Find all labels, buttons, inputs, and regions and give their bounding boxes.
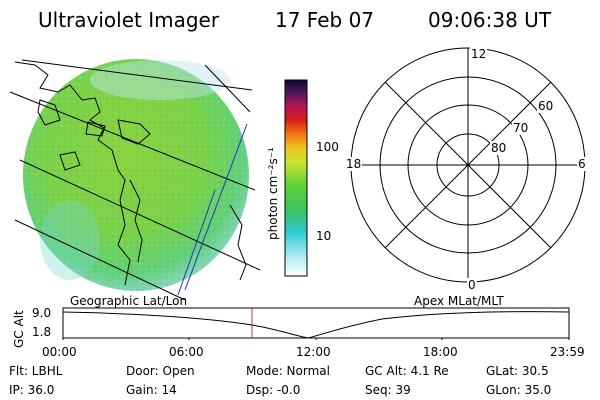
timeline-ylabel: GC Alt bbox=[12, 310, 26, 348]
app-title: Ultraviolet Imager bbox=[38, 8, 220, 32]
altitude-timeline bbox=[62, 307, 570, 340]
timeline-left-label: Geographic Lat/Lon bbox=[70, 294, 188, 308]
time-label: 09:06:38 UT bbox=[428, 8, 552, 32]
status-glat: GLat: 30.5 bbox=[486, 364, 549, 378]
uv-image-disk bbox=[23, 59, 249, 291]
uv-image-panel bbox=[9, 59, 261, 300]
status-gc-alt: GC Alt: 4.1 Re bbox=[365, 364, 449, 378]
magnetic-grid bbox=[177, 123, 248, 296]
timeline-right-label: Apex MLat/MLT bbox=[414, 294, 504, 308]
lat-label-70: 70 bbox=[512, 121, 530, 135]
status-dsp: Dsp: -0.0 bbox=[246, 383, 301, 397]
coastlines bbox=[14, 61, 247, 286]
timeline-xtick-2359: 23:59 bbox=[550, 345, 585, 359]
timeline-xtick-1800: 18:00 bbox=[423, 345, 458, 359]
lat-label-60: 60 bbox=[537, 99, 555, 113]
timeline-ytick-9: 9.0 bbox=[32, 306, 52, 320]
mlt-label-12: 12 bbox=[470, 47, 488, 61]
mlt-label-6: 6 bbox=[577, 157, 587, 171]
status-door: Door: Open bbox=[126, 364, 195, 378]
mlt-label-18: 18 bbox=[345, 157, 363, 171]
geographic-grid bbox=[9, 59, 261, 300]
colorbar-tick-10: 10 bbox=[316, 229, 332, 243]
color-scale bbox=[284, 79, 308, 277]
lat-label-80: 80 bbox=[490, 141, 508, 155]
polar-plot bbox=[350, 47, 586, 283]
status-glon: GLon: 35.0 bbox=[486, 383, 552, 397]
colorbar-tick-100: 100 bbox=[316, 140, 339, 154]
mlt-label-0: 0 bbox=[467, 278, 477, 292]
timeline-xtick-1200: 12:00 bbox=[296, 345, 331, 359]
timeline-xtick-0000: 00:00 bbox=[42, 345, 77, 359]
color-bar bbox=[284, 79, 308, 277]
timeline-ytick-1-8: 1.8 bbox=[32, 325, 52, 339]
status-flt: Flt: LBHL bbox=[9, 364, 63, 378]
altitude-curve bbox=[62, 311, 570, 339]
date-label: 17 Feb 07 bbox=[275, 8, 375, 32]
status-mode: Mode: Normal bbox=[246, 364, 330, 378]
status-ip: IP: 36.0 bbox=[9, 383, 55, 397]
colorbar-unit-label: photon cm⁻²s⁻¹ bbox=[266, 147, 280, 240]
status-seq: Seq: 39 bbox=[365, 383, 411, 397]
status-gain: Gain: 14 bbox=[126, 383, 177, 397]
timeline-xtick-0600: 06:00 bbox=[169, 345, 204, 359]
